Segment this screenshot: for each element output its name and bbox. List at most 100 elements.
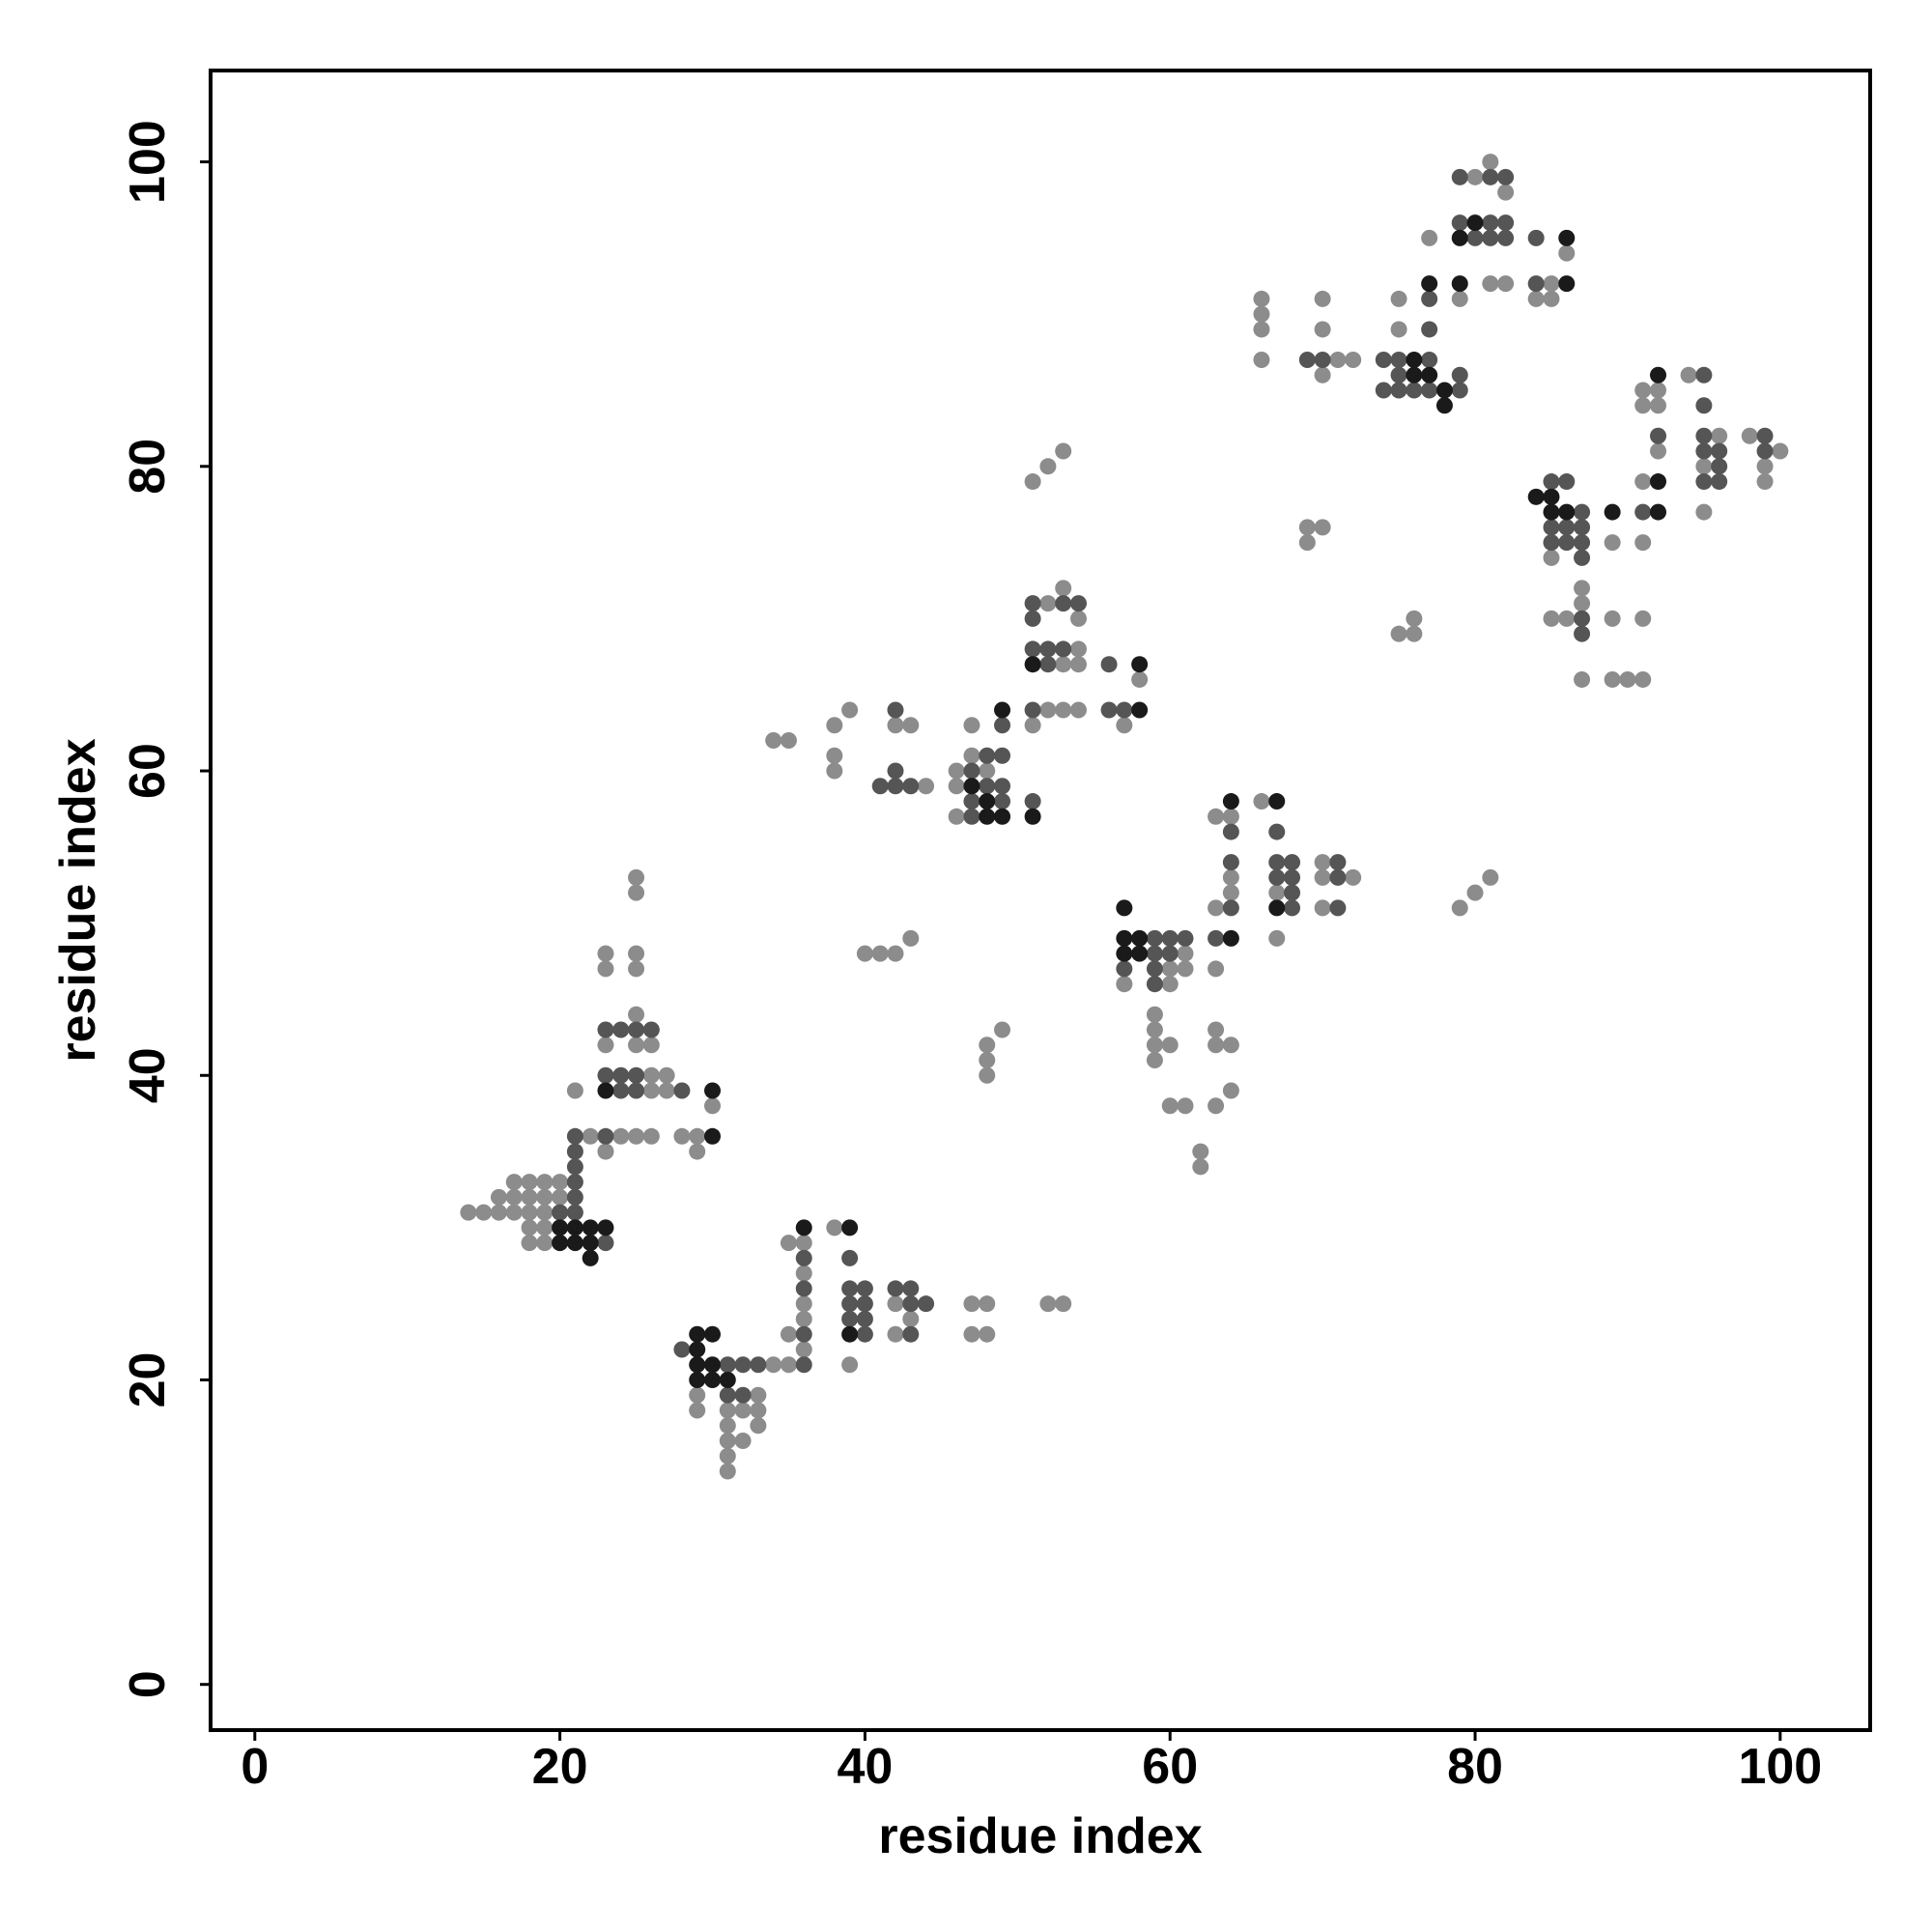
point xyxy=(521,1219,538,1236)
point xyxy=(642,1037,660,1054)
point xyxy=(856,1325,873,1343)
point xyxy=(1024,701,1041,719)
point xyxy=(963,778,980,795)
point xyxy=(1222,899,1239,917)
point xyxy=(642,1127,660,1145)
point xyxy=(902,717,920,734)
point xyxy=(1497,214,1515,232)
point xyxy=(795,1264,812,1282)
point xyxy=(1131,670,1149,688)
point xyxy=(642,1021,660,1038)
point xyxy=(1024,640,1041,658)
point xyxy=(750,1402,767,1419)
point xyxy=(1253,351,1270,368)
point xyxy=(1055,656,1072,673)
point xyxy=(1421,290,1438,307)
point xyxy=(1741,427,1758,444)
point xyxy=(582,1249,599,1266)
point xyxy=(1253,793,1270,810)
point xyxy=(1482,168,1499,185)
point xyxy=(1208,929,1225,947)
point xyxy=(856,1310,873,1327)
point xyxy=(1222,929,1239,947)
point xyxy=(795,1356,812,1374)
point xyxy=(1421,382,1438,399)
point xyxy=(1604,503,1621,521)
point xyxy=(795,1219,812,1236)
point xyxy=(1574,610,1591,627)
point xyxy=(887,1280,904,1297)
point xyxy=(994,1021,1011,1038)
y-tick-label: 100 xyxy=(120,120,176,204)
point xyxy=(1650,427,1667,444)
point xyxy=(628,945,645,962)
point xyxy=(994,793,1011,810)
point xyxy=(1650,366,1667,384)
point xyxy=(1039,701,1057,719)
point xyxy=(1161,945,1179,962)
point xyxy=(612,1066,630,1084)
point xyxy=(1314,351,1331,368)
y-tick-label: 80 xyxy=(120,439,176,495)
point xyxy=(1055,595,1072,612)
point xyxy=(902,1295,920,1313)
point xyxy=(1131,929,1149,947)
point xyxy=(582,1127,599,1145)
point xyxy=(566,1082,583,1099)
point xyxy=(1574,625,1591,642)
point xyxy=(1039,1295,1057,1313)
point xyxy=(1421,366,1438,384)
point xyxy=(704,1097,722,1115)
point xyxy=(1543,275,1560,293)
point xyxy=(1329,899,1347,917)
point xyxy=(734,1433,752,1450)
point xyxy=(1695,458,1713,475)
point xyxy=(826,747,843,764)
point xyxy=(1634,670,1652,688)
point xyxy=(750,1417,767,1435)
point xyxy=(1069,610,1087,627)
point xyxy=(963,747,980,764)
point xyxy=(1222,884,1239,901)
point xyxy=(1268,854,1286,871)
point xyxy=(1024,595,1041,612)
x-axis-label: residue index xyxy=(878,1808,1202,1864)
point xyxy=(1192,1143,1209,1160)
point xyxy=(536,1174,554,1191)
point xyxy=(719,1447,736,1464)
point xyxy=(1069,656,1087,673)
point xyxy=(642,1066,660,1084)
point xyxy=(1695,442,1713,460)
point xyxy=(1574,595,1591,612)
point xyxy=(1055,1295,1072,1313)
point xyxy=(1574,580,1591,597)
point xyxy=(689,1402,706,1419)
point xyxy=(490,1204,507,1221)
point xyxy=(902,1325,920,1343)
x-tick-label: 60 xyxy=(1142,1739,1198,1795)
point xyxy=(475,1204,493,1221)
point xyxy=(1208,808,1225,825)
point xyxy=(1131,656,1149,673)
point xyxy=(1543,488,1560,505)
y-axis-label: residue index xyxy=(50,738,106,1062)
point xyxy=(979,1066,996,1084)
point xyxy=(628,884,645,901)
point xyxy=(902,1310,920,1327)
point xyxy=(1161,1037,1179,1054)
point xyxy=(994,747,1011,764)
point xyxy=(979,1051,996,1068)
point xyxy=(1284,854,1301,871)
point xyxy=(552,1235,569,1252)
point xyxy=(1711,442,1728,460)
point xyxy=(1192,1158,1209,1176)
point xyxy=(1208,1037,1225,1054)
point xyxy=(1314,321,1331,338)
x-tick-label: 0 xyxy=(241,1739,269,1795)
point xyxy=(1146,929,1163,947)
point xyxy=(1421,351,1438,368)
point xyxy=(994,778,1011,795)
point xyxy=(1756,442,1774,460)
point xyxy=(597,1082,614,1099)
